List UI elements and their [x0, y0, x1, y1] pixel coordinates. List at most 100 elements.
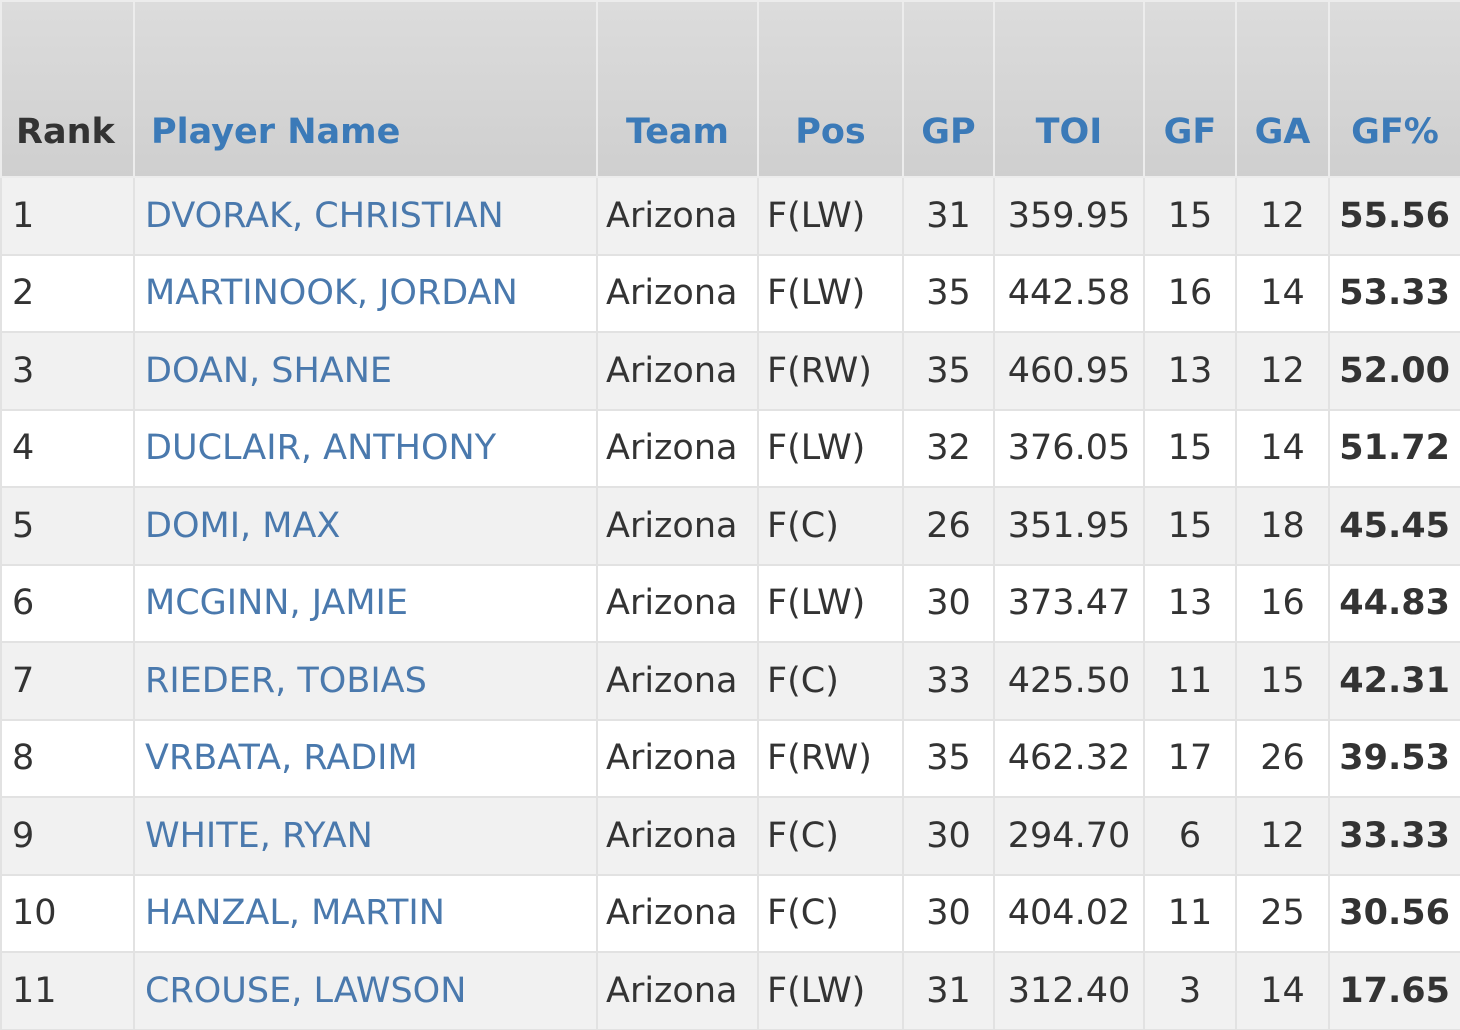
- table-cell: Arizona: [596, 253, 759, 333]
- table-row: 5 DOMI, MAX Arizona F(C) 26 351.95 15 18 45.45: [0, 486, 1460, 566]
- player-link[interactable]: DOMI, MAX: [133, 486, 598, 566]
- player-link[interactable]: VRBATA, RADIM: [133, 718, 598, 798]
- table-row: 7 RIEDER, TOBIAS Arizona F(C) 33 425.50 11 15 42…: [0, 641, 1460, 721]
- table-cell: 30.56: [1328, 873, 1460, 953]
- table-cell: 4: [0, 408, 135, 488]
- table-cell: 11: [0, 951, 135, 1030]
- table-cell: 16: [1143, 253, 1237, 333]
- player-link[interactable]: HANZAL, MARTIN: [133, 873, 598, 953]
- table-cell: 13: [1143, 563, 1237, 643]
- table-cell: 35: [902, 718, 995, 798]
- table-cell: 3: [1143, 951, 1237, 1030]
- player-link[interactable]: RIEDER, TOBIAS: [133, 641, 598, 721]
- player-link[interactable]: WHITE, RYAN: [133, 796, 598, 876]
- table-cell: 373.47: [993, 563, 1145, 643]
- table-cell: 351.95: [993, 486, 1145, 566]
- player-link[interactable]: MARTINOOK, JORDAN: [133, 253, 598, 333]
- table-cell: Arizona: [596, 951, 759, 1030]
- table-cell: F(RW): [757, 331, 904, 411]
- table-cell: 10: [0, 873, 135, 953]
- column-header[interactable]: Player Name: [133, 0, 598, 178]
- table-cell: F(C): [757, 796, 904, 876]
- table-cell: 30: [902, 796, 995, 876]
- table-cell: 11: [1143, 641, 1237, 721]
- table-cell: 16: [1235, 563, 1330, 643]
- table-cell: 460.95: [993, 331, 1145, 411]
- table-cell: 15: [1235, 641, 1330, 721]
- column-header[interactable]: GF: [1143, 0, 1237, 178]
- table-cell: F(C): [757, 486, 904, 566]
- table-body: 1 DVORAK, CHRISTIAN Arizona F(LW) 31 359.95 15…: [0, 176, 1460, 1030]
- table-cell: Arizona: [596, 486, 759, 566]
- table-cell: 404.02: [993, 873, 1145, 953]
- table-cell: 12: [1235, 331, 1330, 411]
- player-link[interactable]: DVORAK, CHRISTIAN: [133, 176, 598, 256]
- player-link[interactable]: DUCLAIR, ANTHONY: [133, 408, 598, 488]
- table-cell: Arizona: [596, 873, 759, 953]
- table-cell: 6: [0, 563, 135, 643]
- table-cell: F(LW): [757, 563, 904, 643]
- column-header[interactable]: GF%: [1328, 0, 1460, 178]
- table-cell: 2: [0, 253, 135, 333]
- table-cell: 33: [902, 641, 995, 721]
- table-cell: 52.00: [1328, 331, 1460, 411]
- table-cell: 294.70: [993, 796, 1145, 876]
- table-cell: 42.31: [1328, 641, 1460, 721]
- table-cell: 12: [1235, 796, 1330, 876]
- table-cell: 359.95: [993, 176, 1145, 256]
- table-cell: 30: [902, 873, 995, 953]
- table-cell: 442.58: [993, 253, 1145, 333]
- table-cell: 31: [902, 176, 995, 256]
- table-cell: 14: [1235, 408, 1330, 488]
- player-link[interactable]: MCGINN, JAMIE: [133, 563, 598, 643]
- column-header[interactable]: TOI: [993, 0, 1145, 178]
- table-row: 3 DOAN, SHANE Arizona F(RW) 35 460.95 13 12 52.0…: [0, 331, 1460, 411]
- table-cell: 15: [1143, 408, 1237, 488]
- table-cell: 18: [1235, 486, 1330, 566]
- table-cell: 17.65: [1328, 951, 1460, 1030]
- table-cell: F(LW): [757, 253, 904, 333]
- table-cell: 35: [902, 331, 995, 411]
- table-cell: F(LW): [757, 176, 904, 256]
- table-cell: 51.72: [1328, 408, 1460, 488]
- table-cell: 13: [1143, 331, 1237, 411]
- table-row: 8 VRBATA, RADIM Arizona F(RW) 35 462.32 17 26 39…: [0, 718, 1460, 798]
- table-cell: 25: [1235, 873, 1330, 953]
- table-cell: Arizona: [596, 563, 759, 643]
- table-cell: F(C): [757, 873, 904, 953]
- table-cell: 9: [0, 796, 135, 876]
- column-header[interactable]: GA: [1235, 0, 1330, 178]
- table-cell: F(C): [757, 641, 904, 721]
- table-cell: 44.83: [1328, 563, 1460, 643]
- table-row: 1 DVORAK, CHRISTIAN Arizona F(LW) 31 359.95 15…: [0, 176, 1460, 256]
- table-cell: 17: [1143, 718, 1237, 798]
- table-row: 10 HANZAL, MARTIN Arizona F(C) 30 404.02 11 25 3…: [0, 873, 1460, 953]
- table-cell: Arizona: [596, 641, 759, 721]
- table-row: 6 MCGINN, JAMIE Arizona F(LW) 30 373.47 13 16 44…: [0, 563, 1460, 643]
- table-cell: 14: [1235, 951, 1330, 1030]
- header-row: Rank Player Name Team Pos GP TOI GF GA GF%: [0, 0, 1460, 178]
- column-header[interactable]: Pos: [757, 0, 904, 178]
- table-cell: 15: [1143, 486, 1237, 566]
- table-cell: 6: [1143, 796, 1237, 876]
- column-header[interactable]: Team: [596, 0, 759, 178]
- table-cell: 3: [0, 331, 135, 411]
- table-cell: Arizona: [596, 408, 759, 488]
- column-header[interactable]: GP: [902, 0, 995, 178]
- table-cell: 11: [1143, 873, 1237, 953]
- player-link[interactable]: DOAN, SHANE: [133, 331, 598, 411]
- table-cell: 7: [0, 641, 135, 721]
- table-cell: Arizona: [596, 331, 759, 411]
- table-cell: 26: [1235, 718, 1330, 798]
- table-cell: 30: [902, 563, 995, 643]
- table-cell: 8: [0, 718, 135, 798]
- table-cell: 31: [902, 951, 995, 1030]
- table-cell: Arizona: [596, 176, 759, 256]
- table-cell: 425.50: [993, 641, 1145, 721]
- table-cell: 55.56: [1328, 176, 1460, 256]
- table-cell: F(LW): [757, 408, 904, 488]
- table-cell: 1: [0, 176, 135, 256]
- player-link[interactable]: CROUSE, LAWSON: [133, 951, 598, 1030]
- table-cell: 33.33: [1328, 796, 1460, 876]
